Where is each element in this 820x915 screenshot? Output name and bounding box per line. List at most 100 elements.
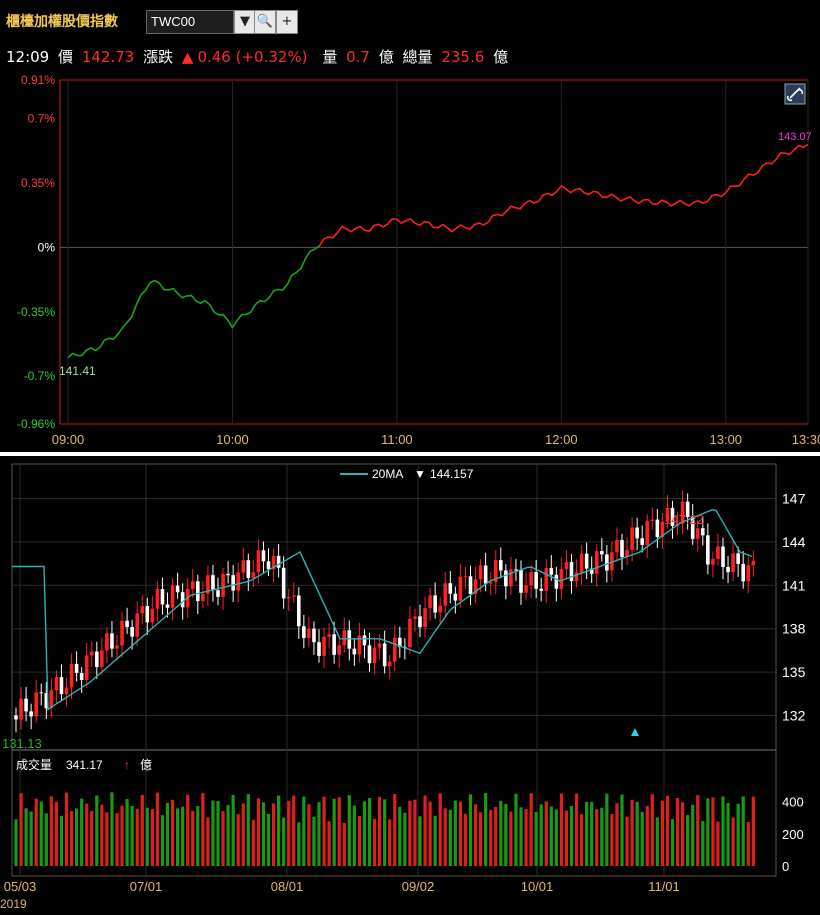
volume-bar	[504, 803, 508, 866]
intraday-price-line	[67, 245, 320, 359]
price-value: 142.73	[81, 48, 135, 66]
candle-body	[549, 568, 554, 575]
volume-bar	[261, 802, 266, 866]
symbol-input[interactable]: TWC00	[146, 10, 234, 34]
candle-body	[221, 573, 225, 597]
candle-body	[594, 551, 599, 574]
volume-bar	[519, 807, 523, 866]
volume-bar	[59, 815, 64, 866]
volume-bar	[277, 795, 281, 866]
daily-y-tick: 135	[782, 664, 806, 680]
volume-bar	[342, 822, 346, 866]
candle-body	[751, 560, 756, 566]
candle-body	[29, 711, 33, 717]
candle-body	[160, 589, 165, 605]
total-label: 總量	[402, 48, 433, 66]
volume-bar	[287, 800, 291, 866]
volume-bar	[322, 796, 326, 866]
volume-bar	[479, 812, 483, 866]
candle-body	[150, 608, 155, 623]
volume-bar	[438, 793, 442, 866]
intraday-x-tick: 13:00	[710, 432, 743, 447]
volume-bar	[418, 816, 422, 866]
candle-body	[660, 521, 665, 537]
volume-bar	[378, 796, 382, 866]
candle-body	[59, 677, 64, 695]
volume-bar	[19, 793, 23, 866]
candle-body	[196, 581, 200, 602]
candle-body	[534, 572, 538, 589]
candle-body	[443, 583, 448, 606]
volume-bar	[221, 811, 225, 866]
volume-bar	[201, 793, 205, 866]
candle-body	[473, 579, 478, 595]
daily-y-tick: 138	[782, 621, 806, 637]
volume-bar	[90, 810, 94, 866]
candle-body	[231, 575, 235, 591]
volume-bar	[297, 822, 301, 866]
candle-body	[307, 628, 311, 638]
total-unit: 億	[493, 48, 509, 66]
candle-body	[433, 595, 437, 613]
candle-body	[559, 569, 564, 589]
daily-high-label: 147.22	[664, 512, 704, 527]
volume-bar	[383, 799, 387, 866]
volume-bar	[236, 814, 240, 866]
ma-legend-value: 144.157	[430, 467, 474, 481]
candle-body	[387, 661, 392, 667]
intraday-chart: 0.91% 0.7% 0.35% 0% -0.35% -0.7% -0.96% 09:00 1…	[17, 73, 820, 447]
volume-bar	[64, 792, 69, 866]
candle-body	[589, 568, 594, 574]
volume-y-tick: 200	[782, 827, 804, 842]
candle-body	[382, 643, 387, 667]
candle-body	[342, 630, 347, 646]
candle-body	[241, 560, 246, 573]
volume-bar	[655, 817, 659, 866]
intraday-y-tick: 0.91%	[21, 73, 55, 87]
volume-bar	[433, 815, 437, 866]
candle-body	[206, 575, 210, 594]
volume-bar	[292, 795, 296, 866]
candle-body	[670, 507, 675, 526]
candle-body	[175, 585, 180, 593]
daily-frame	[11, 463, 777, 877]
ma-legend-arrow: ▼	[414, 467, 426, 481]
volume-bar	[726, 803, 730, 866]
caret-down-icon[interactable]: ▼	[234, 10, 256, 34]
candle-body	[392, 637, 397, 662]
candle-body	[352, 648, 357, 655]
intraday-last-label: 143.07	[778, 131, 812, 143]
candle-body	[69, 663, 74, 688]
volume-bar	[140, 794, 144, 866]
volume-bar	[176, 808, 180, 866]
volume-bar	[115, 813, 119, 866]
toolbar: 櫃檯加權股價指數 TWC00 ▼ 🔍 +	[0, 0, 820, 42]
volume-bar	[670, 819, 675, 866]
candle-body	[74, 663, 79, 674]
volume-bar	[711, 797, 715, 866]
search-icon[interactable]: 🔍	[254, 10, 276, 34]
volume-bar	[150, 809, 154, 866]
plus-icon[interactable]: +	[276, 10, 298, 34]
volume-bar	[660, 800, 664, 866]
candle-body	[54, 677, 59, 691]
volume-bar	[751, 796, 755, 866]
candle-body	[170, 585, 175, 608]
candle-body	[605, 554, 609, 571]
ma-legend-label: 20MA	[372, 467, 403, 481]
candle-body	[44, 693, 49, 709]
candle-body	[362, 635, 367, 646]
volume-bar	[110, 792, 114, 866]
candle-body	[458, 576, 463, 601]
page-title: 櫃檯加權股價指數	[6, 14, 118, 30]
candle-body	[271, 555, 276, 570]
candle-body	[438, 605, 442, 613]
candle-body	[408, 618, 412, 648]
candle-body	[322, 636, 326, 656]
link-icon[interactable]	[784, 83, 806, 105]
candle-body	[635, 527, 639, 539]
change-label: 漲跌	[143, 48, 174, 66]
volume-bar	[317, 802, 321, 866]
candle-body	[377, 643, 382, 648]
candle-body	[448, 583, 453, 594]
